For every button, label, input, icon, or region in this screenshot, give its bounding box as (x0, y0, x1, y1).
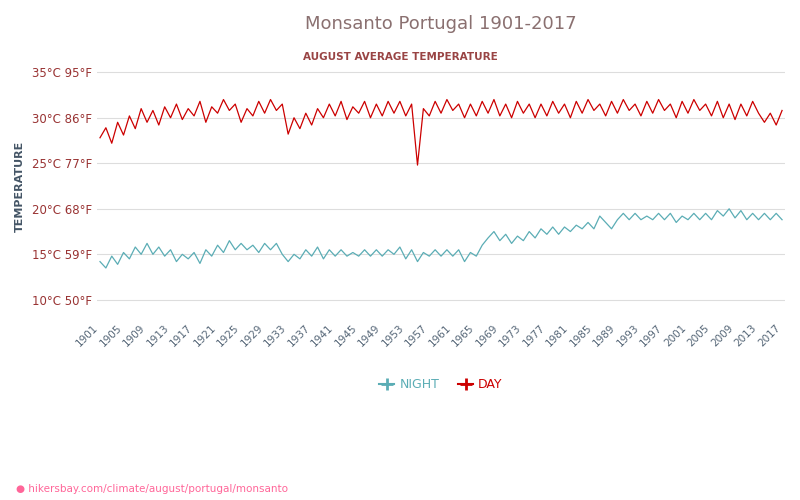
Text: AUGUST AVERAGE TEMPERATURE: AUGUST AVERAGE TEMPERATURE (302, 52, 498, 62)
Title: Monsanto Portugal 1901-2017: Monsanto Portugal 1901-2017 (306, 15, 577, 33)
Text: ● hikersbay.com/climate/august/portugal/monsanto: ● hikersbay.com/climate/august/portugal/… (16, 484, 288, 494)
Legend: NIGHT, DAY: NIGHT, DAY (374, 374, 507, 396)
Y-axis label: TEMPERATURE: TEMPERATURE (15, 140, 25, 232)
